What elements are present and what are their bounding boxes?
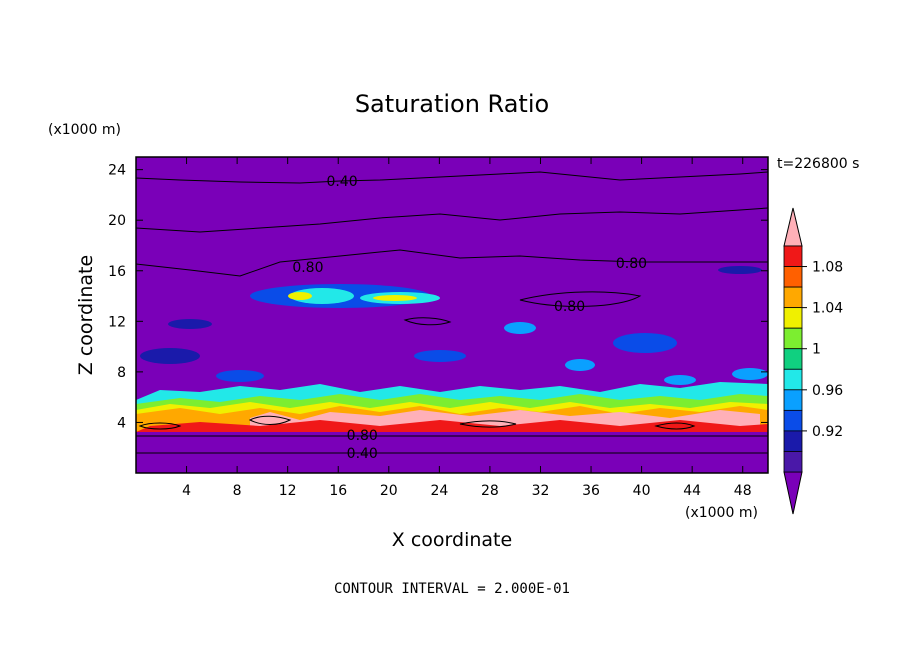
x-tick-label: 48 (734, 483, 752, 499)
moist-layer-pink (250, 410, 760, 428)
x-axis-title: X coordinate (392, 529, 512, 551)
y-tick-label: 12 (108, 314, 126, 330)
colorbar-label: 0.92 (812, 424, 843, 440)
colorbar-swatch (783, 389, 803, 411)
x-tick-label: 24 (430, 483, 448, 499)
colorbar: 0.92 0.96 1 1.04 1.08 (783, 207, 843, 515)
colorbar-under-triangle (783, 471, 803, 515)
x-tick-label: 8 (233, 483, 242, 499)
moist-layer-red (136, 420, 768, 432)
x-tick-label: 40 (633, 483, 651, 499)
saturation-field: 0.40 0.80 0.80 0.80 0.80 0.40 (136, 157, 768, 473)
contour-label: 0.80 (616, 256, 647, 272)
y-tick-label: 16 (108, 264, 126, 280)
y-tick-label: 20 (108, 213, 126, 229)
x-tick-label: 20 (380, 483, 398, 499)
colorbar-swatch (783, 409, 803, 432)
colorbar-swatch (783, 430, 803, 452)
colorbar-label: 1.04 (812, 301, 843, 317)
x-axis: 4 8 12 16 20 24 28 32 36 40 44 48 (182, 157, 752, 499)
x-tick-label: 44 (683, 483, 701, 499)
x-tick-label: 28 (481, 483, 499, 499)
colorbar-label: 0.96 (812, 383, 843, 399)
contour-lines (136, 171, 768, 454)
x-tick-label: 4 (182, 483, 191, 499)
time-label: t=226800 s (777, 156, 859, 172)
x-tick-label: 36 (582, 483, 600, 499)
x-tick-label: 12 (279, 483, 297, 499)
y-tick-label: 4 (117, 415, 126, 431)
contour-label: 0.40 (326, 174, 357, 190)
colorbar-swatch (783, 307, 803, 329)
plot-frame (135, 156, 769, 474)
y-axis: 4 8 12 16 20 24 (108, 163, 768, 431)
colorbar-swatch (783, 348, 803, 370)
colorbar-swatch (783, 245, 803, 267)
y-tick-label: 8 (117, 365, 126, 381)
y-unit-label: (x1000 m) (48, 122, 121, 138)
chart-title: Saturation Ratio (355, 90, 549, 118)
y-axis-title: Z coordinate (75, 255, 97, 375)
colorbar-swatch (783, 451, 803, 473)
x-unit-label: (x1000 m) (685, 505, 758, 521)
y-tick-label: 24 (108, 163, 126, 179)
contour-interval-footer: CONTOUR INTERVAL = 2.000E-01 (334, 581, 570, 597)
contour-label: 0.80 (292, 260, 323, 276)
colorbar-over-triangle (783, 207, 803, 247)
x-tick-label: 32 (532, 483, 550, 499)
colorbar-label: 1.08 (812, 260, 843, 276)
colorbar-swatch (783, 327, 803, 350)
contour-label: 0.80 (554, 299, 585, 315)
colorbar-swatch (783, 286, 803, 309)
contour-label: 0.40 (347, 446, 378, 462)
colorbar-label: 1 (812, 342, 821, 358)
contour-label: 0.80 (347, 428, 378, 444)
colorbar-swatch (783, 368, 803, 391)
colorbar-swatch (783, 266, 803, 288)
contour-labels: 0.40 0.80 0.80 0.80 0.80 0.40 (292, 174, 647, 462)
x-tick-label: 16 (329, 483, 347, 499)
mid-level-blobs (140, 266, 768, 385)
